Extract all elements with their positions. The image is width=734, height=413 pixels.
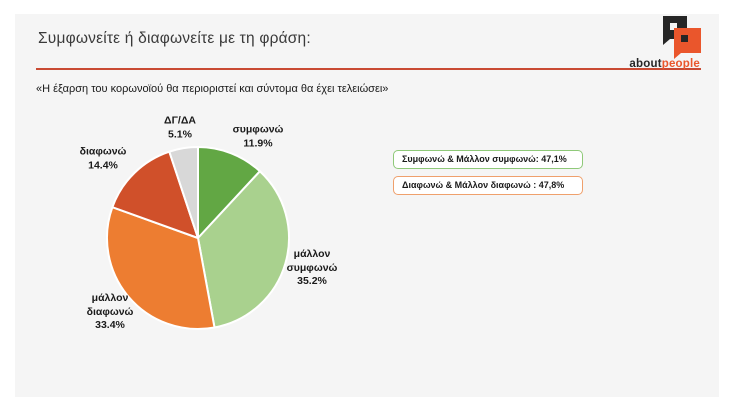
pie-slice-label: μάλλον συμφωνώ 35.2%	[269, 248, 355, 289]
pie-slice-label-value: 14.4%	[88, 159, 118, 171]
pie-slice	[111, 150, 199, 239]
pie-slice	[168, 146, 199, 239]
pie-slice-label: ΔΓ/ΔΑ 5.1%	[137, 115, 223, 142]
pie-slice-label: συμφωνώ 11.9%	[215, 124, 301, 151]
pie-slice-label: διαφωνώ 14.4%	[60, 146, 146, 173]
summary-badge: Συμφωνώ & Μάλλον συμφωνώ: 47,1%	[393, 150, 583, 169]
pie-slice-label-value: 35.2%	[297, 274, 327, 287]
aboutpeople-logo: aboutpeople	[622, 15, 702, 71]
pie-slice-label-name: μάλλον διαφωνώ	[86, 291, 134, 318]
header-divider	[36, 68, 701, 70]
pie-slice-label-name: συμφωνώ	[232, 123, 284, 136]
logo-text-about: about	[629, 58, 662, 70]
pie-slice-label-name: ΔΓ/ΔΑ	[164, 114, 196, 127]
pie-slice-label-value: 5.1%	[168, 128, 192, 140]
pie-slice	[106, 206, 216, 330]
statement-text: «Η έξαρση του κορωνοϊού θα περιοριστεί κ…	[36, 83, 389, 95]
aboutpeople-logo-icon	[663, 16, 701, 59]
pie-slice-label-name: μάλλον συμφωνώ	[286, 247, 338, 274]
pie-slice-label: μάλλον διαφωνώ 33.4%	[67, 292, 153, 333]
aboutpeople-logo-text: aboutpeople	[629, 58, 700, 70]
pie-slice	[197, 170, 290, 329]
summary-legend: Συμφωνώ & Μάλλον συμφωνώ: 47,1% Διαφωνώ &…	[393, 150, 593, 202]
logo-text-people: people	[661, 58, 700, 70]
summary-badge: Διαφωνώ & Μάλλον διαφωνώ : 47,8%	[393, 176, 583, 195]
pie-slice	[197, 146, 261, 239]
pie-slice-label-value: 11.9%	[243, 137, 273, 149]
page-title: Συμφωνείτε ή διαφωνείτε με τη φράση:	[38, 30, 311, 47]
pie-slice-label-name: διαφωνώ	[79, 145, 127, 158]
pie-slice-label-value: 33.4%	[95, 318, 125, 331]
